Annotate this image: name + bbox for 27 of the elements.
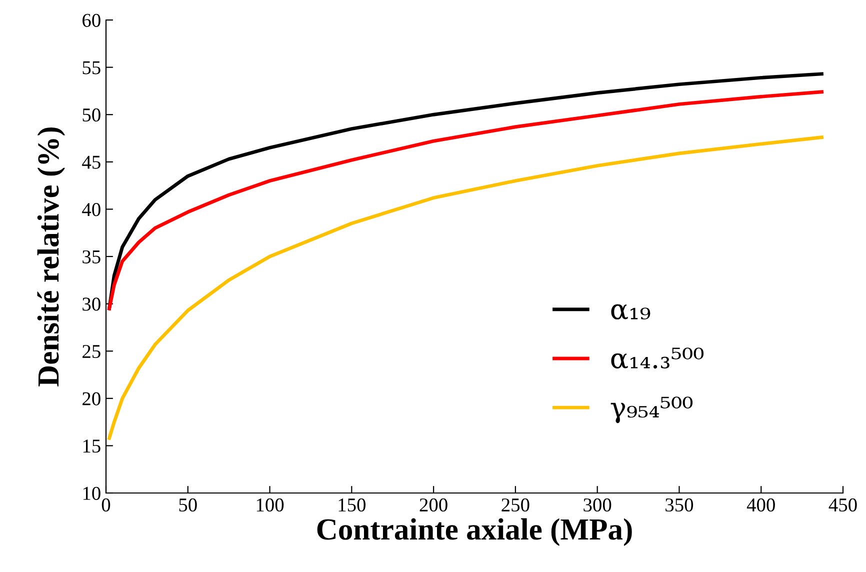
y-axis-title: Densité relative (%) [37, 127, 66, 386]
y-tick-label: 45 [82, 156, 100, 169]
y-tick-label: 60 [82, 14, 100, 27]
x-tick-label: 100 [256, 498, 284, 512]
x-axis-title: Contrainte axiale (MPa) [317, 518, 632, 546]
y-tick-label: 15 [83, 440, 100, 453]
x-tick-label: 250 [502, 498, 530, 512]
x-tick-label: 350 [666, 498, 694, 512]
x-tick-label: 200 [420, 498, 448, 512]
x-tick-label: 0 [102, 498, 110, 512]
x-tick-label: 150 [338, 498, 366, 512]
x-tick-label: 300 [584, 498, 612, 512]
line-series [108, 136, 824, 440]
y-tick-label: 20 [82, 392, 100, 406]
y-tick-label: 10 [83, 486, 100, 500]
y-tick-label: 55 [82, 61, 100, 74]
legend-label: γ₉₅₄⁵⁰⁰ [610, 396, 693, 424]
y-tick-label: 50 [82, 108, 100, 122]
legend-label: α₁₄.₃⁵⁰⁰ [611, 348, 704, 369]
y-tick-label: 35 [82, 250, 100, 264]
x-tick-label: 50 [179, 498, 197, 512]
y-tick-label: 30 [82, 298, 100, 311]
y-tick-label: 25 [82, 344, 100, 358]
x-tick-label: 400 [746, 498, 775, 512]
x-tick-label: 450 [828, 498, 857, 512]
legend-label: α₁₉ [611, 304, 650, 320]
y-tick-label: 40 [82, 203, 100, 216]
